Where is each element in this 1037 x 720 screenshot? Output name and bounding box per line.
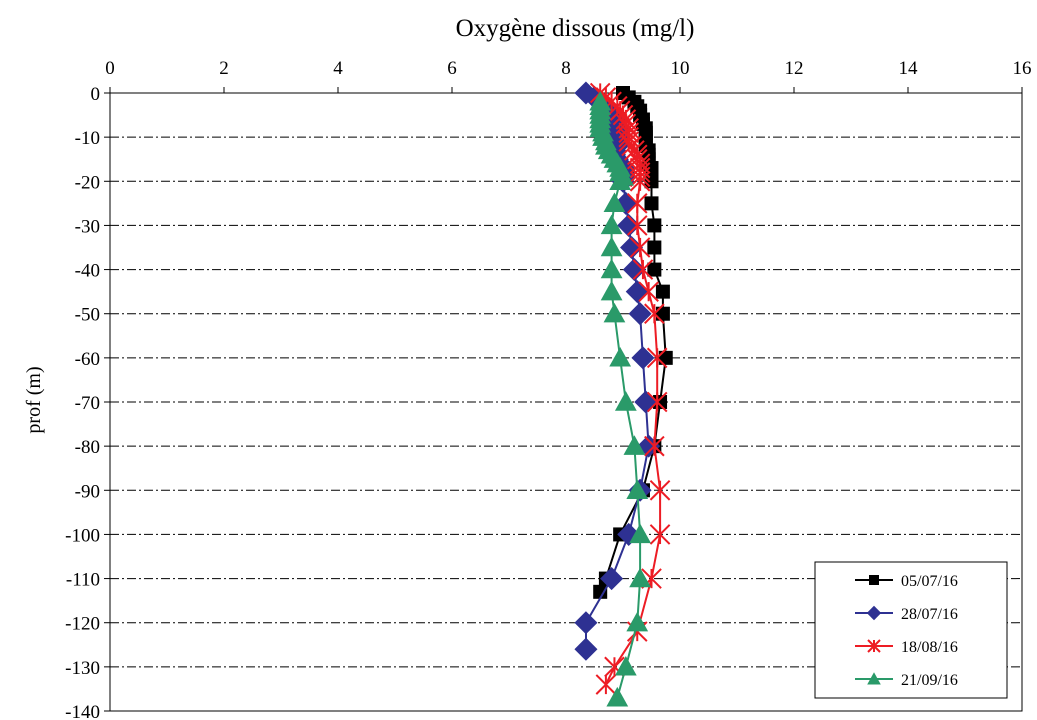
data-point [609, 346, 632, 367]
legend-label: 18/08/16 [901, 639, 958, 656]
data-point [600, 236, 623, 257]
data-point [638, 281, 659, 302]
data-point [866, 605, 882, 621]
data-point [647, 240, 662, 255]
x-tick-label: 8 [561, 58, 571, 79]
x-tick-label: 10 [671, 58, 690, 79]
y-tick-label: -110 [66, 570, 100, 591]
data-point [644, 196, 659, 211]
legend-item: 28/07/16 [855, 605, 958, 623]
y-tick-label: -80 [75, 437, 100, 458]
legend-item: 18/08/16 [855, 639, 958, 656]
y-tick-label: -140 [65, 702, 100, 720]
legend-item: 05/07/16 [855, 573, 958, 590]
y-tick-label: -30 [75, 216, 100, 237]
series-3 [589, 90, 651, 707]
legend-label: 21/09/16 [901, 672, 958, 689]
series-2 [589, 82, 671, 695]
data-point [623, 435, 646, 455]
data-point [617, 213, 641, 237]
series-group [574, 81, 673, 707]
y-tick-label: -40 [75, 261, 100, 282]
x-tick-label: 6 [447, 58, 457, 79]
data-point [603, 302, 626, 323]
data-point [655, 306, 670, 321]
data-point [609, 170, 632, 190]
x-tick-label: 12 [785, 58, 804, 79]
data-point [625, 280, 649, 304]
data-point [644, 174, 659, 189]
y-tick-label: -20 [75, 172, 100, 193]
x-tick-label: 0 [105, 58, 115, 79]
data-point [629, 523, 651, 544]
data-point [626, 479, 649, 499]
y-tick-label: -70 [75, 393, 100, 414]
x-tick-label: 4 [333, 58, 343, 79]
data-point [867, 639, 881, 653]
x-axis-title: Oxygène dissous (mg/l) [456, 15, 695, 42]
data-point [614, 391, 637, 411]
data-point [629, 170, 651, 192]
series-line [599, 101, 642, 699]
data-point [655, 284, 670, 299]
data-point [634, 390, 658, 414]
data-point [649, 479, 671, 501]
legend-item: 21/09/16 [855, 672, 958, 689]
data-point [626, 611, 649, 632]
y-tick-label: -100 [65, 525, 100, 546]
x-axis: 0 2 4 6 8 10 12 14 16 [105, 58, 1032, 93]
y-tick-label: -50 [75, 305, 100, 326]
data-point [647, 262, 662, 277]
data-point [574, 637, 598, 661]
data-point [614, 655, 637, 676]
data-point [629, 567, 651, 588]
data-point [595, 674, 617, 695]
legend-label: 28/07/16 [901, 606, 958, 623]
data-point [606, 686, 629, 707]
data-point [647, 218, 662, 233]
data-point [626, 193, 648, 214]
y-axis: 0 -10 -20 -30 -40 -50 -60 -70 -80 -90 -100 -110 -120… [65, 84, 110, 720]
data-point [603, 192, 626, 213]
data-point [628, 302, 652, 326]
legend-box [814, 561, 1008, 699]
y-tick-label: 0 [91, 84, 101, 105]
data-point [644, 303, 665, 325]
legend: 05/07/16 28/07/16 18/08/16 21/09/16 [814, 561, 1008, 699]
data-point [600, 280, 623, 301]
x-tick-label: 14 [899, 58, 919, 79]
data-point [658, 350, 673, 365]
data-point [631, 346, 655, 370]
y-tick-label: -60 [75, 349, 100, 370]
y-axis-title: prof (m) [23, 366, 45, 433]
data-point [629, 237, 651, 258]
data-point [593, 584, 608, 599]
y-tick-label: -10 [75, 128, 100, 149]
y-tick-label: -130 [65, 658, 100, 679]
x-tick-label: 16 [1013, 58, 1032, 79]
x-tick-label: 2 [219, 58, 229, 79]
data-point [620, 235, 644, 260]
data-point [644, 435, 665, 457]
data-point [632, 259, 654, 280]
data-point [600, 258, 623, 279]
data-point [622, 258, 646, 282]
data-point [869, 575, 879, 585]
data-point [646, 347, 668, 369]
data-point [626, 215, 648, 236]
data-point [649, 524, 671, 545]
y-tick-label: -90 [75, 481, 100, 502]
y-tick-label: -120 [65, 614, 100, 635]
data-point [600, 567, 624, 591]
data-point [646, 391, 668, 413]
data-point [867, 672, 881, 685]
data-point [600, 214, 623, 235]
legend-label: 05/07/16 [901, 573, 958, 590]
data-point [574, 611, 598, 635]
